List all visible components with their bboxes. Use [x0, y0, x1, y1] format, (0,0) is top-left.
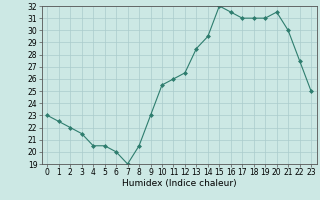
X-axis label: Humidex (Indice chaleur): Humidex (Indice chaleur) — [122, 179, 236, 188]
